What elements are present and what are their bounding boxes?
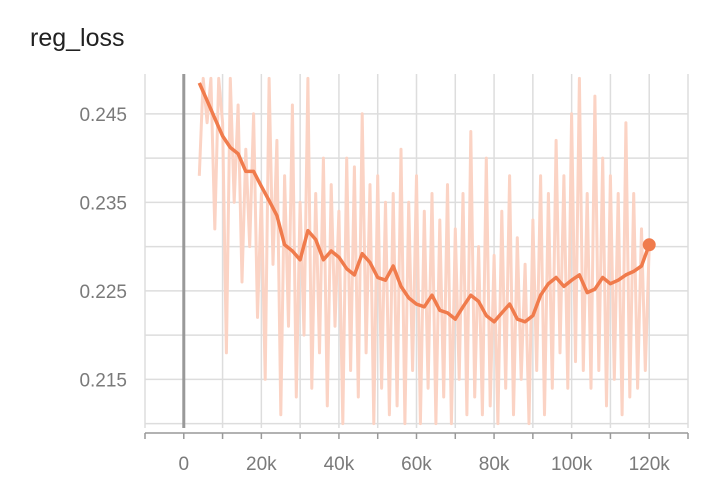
- y-tick-label: 0.235: [79, 193, 127, 214]
- x-tick-label: 0: [178, 454, 189, 475]
- raw-series-line: [197, 76, 651, 426]
- x-axis: [144, 432, 689, 439]
- y-tick-label: 0.245: [79, 105, 127, 126]
- chart-title: reg_loss: [30, 24, 125, 52]
- x-tick-label: 40k: [324, 454, 355, 475]
- x-tick-label: 60k: [401, 454, 432, 475]
- last-point-marker: [642, 238, 656, 252]
- y-axis-tick-labels: 0.215 0.225 0.235 0.245: [79, 105, 127, 392]
- y-tick-label: 0.215: [79, 370, 127, 391]
- y-tick-label: 0.225: [79, 282, 127, 303]
- smoothed-series-line: [197, 82, 651, 324]
- x-tick-label: 100k: [551, 454, 593, 475]
- raw-series-layer: [197, 76, 651, 426]
- smoothed-series-layer: [197, 82, 656, 324]
- x-tick-label: 80k: [479, 454, 510, 475]
- x-tick-label: 20k: [246, 454, 277, 475]
- x-axis-tick-labels: 0 20k 40k 60k 80k 100k 120k: [178, 454, 670, 475]
- x-tick-label: 120k: [629, 454, 671, 475]
